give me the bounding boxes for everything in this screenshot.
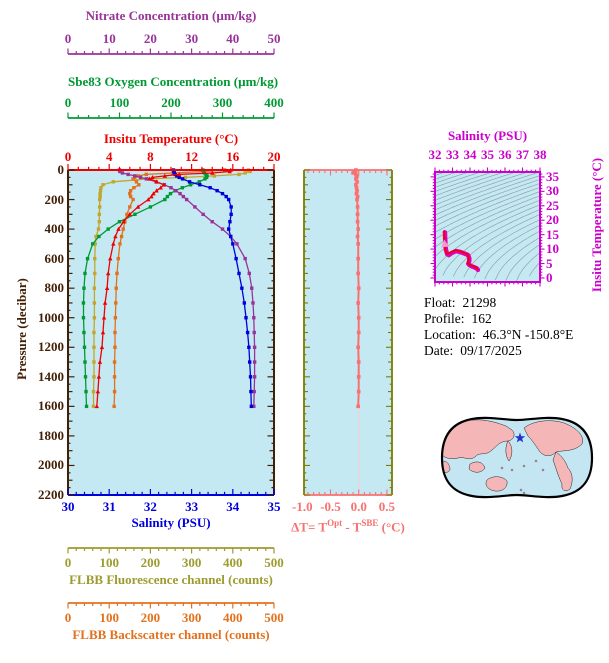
salinity-axis-title: Salinity (PSU) — [131, 515, 211, 530]
float-id-row: Float: 21298 — [424, 295, 573, 311]
ts-salinity-axis-title: Salinity (PSU) — [447, 128, 528, 143]
tick-label: 2200 — [38, 487, 64, 502]
fluorescence-axis-title: FLBB Fluorescence channel (counts) — [69, 572, 273, 587]
pressure-axis-title: Pressure (decibar) — [14, 278, 29, 380]
tick-label: 12 — [185, 149, 199, 164]
tick-label: 200 — [44, 191, 65, 207]
tick-label: 30 — [61, 499, 75, 514]
tick-label: 200 — [140, 610, 161, 625]
tick-label: -1.0 — [292, 499, 313, 514]
tick-label: 36 — [498, 147, 512, 162]
date-value: 09/17/2025 — [460, 343, 522, 358]
tick-label: 30 — [546, 183, 559, 199]
tick-label: 400 — [44, 221, 65, 237]
tick-label: 2000 — [38, 457, 64, 473]
tick-label: 1000 — [38, 309, 64, 325]
tick-label: 0 — [57, 162, 65, 177]
tick-label: 50 — [267, 31, 281, 46]
location-row: Location: 46.3°N -150.8°E — [424, 327, 573, 343]
tick-label: 38 — [533, 147, 547, 162]
profile-number-row: Profile: 162 — [424, 311, 573, 327]
tick-label: 0 — [64, 31, 72, 46]
tick-label: 35 — [546, 168, 559, 184]
tick-label: 31 — [102, 499, 116, 514]
tick-label: 20 — [546, 212, 559, 228]
float-id-label: Float: — [424, 295, 456, 310]
tick-label: 400 — [223, 610, 243, 625]
tick-label: 40 — [226, 31, 240, 46]
tick-label: 16 — [226, 149, 240, 164]
tick-label: 10 — [546, 241, 559, 257]
tick-label: 25 — [546, 197, 559, 213]
tick-label: 33 — [446, 147, 459, 162]
tick-label: 35 — [481, 147, 494, 162]
delta-t-title-text: ΔT= T — [291, 519, 328, 535]
tick-label: 5 — [546, 255, 553, 271]
tick-label: 0 — [64, 95, 72, 110]
tick-label: 600 — [44, 250, 65, 266]
tick-label: 20 — [143, 31, 157, 46]
oxygen-axis-title: Sbe83 Oxygen Concentration (µm/kg) — [68, 74, 279, 89]
float-id-value: 21298 — [462, 295, 497, 310]
backscatter-axis-title: FLBB Backscatter channel (counts) — [72, 627, 270, 642]
tick-label: 4 — [105, 149, 113, 164]
tick-label: 300 — [181, 555, 202, 570]
tick-label: 8 — [147, 149, 154, 164]
tick-label: 0 — [546, 269, 553, 285]
tick-label: 800 — [44, 280, 65, 296]
tick-label: 0 — [64, 555, 72, 570]
tick-label: -0.5 — [320, 499, 341, 514]
date-row: Date: 09/17/2025 — [424, 343, 573, 359]
tick-label: 37 — [516, 147, 529, 162]
tick-label: 0 — [64, 610, 72, 625]
tick-label: 200 — [140, 555, 161, 570]
tick-label: 1200 — [38, 339, 64, 355]
delta-t-title-text2: - T — [342, 519, 362, 535]
tick-label: 300 — [212, 95, 233, 110]
delta-t-title-units: (°C) — [378, 519, 405, 535]
tick-label: 100 — [109, 95, 130, 110]
tick-label: 32 — [428, 147, 442, 162]
tick-label: 10 — [102, 31, 116, 46]
tick-label: 34 — [226, 499, 240, 514]
tick-label: 400 — [223, 555, 243, 570]
tick-label: 32 — [143, 499, 157, 514]
tick-label: 0.5 — [378, 499, 396, 514]
tick-label: 400 — [264, 95, 284, 110]
tick-label: 1600 — [38, 398, 64, 414]
tick-label: 20 — [267, 149, 281, 164]
tick-label: 500 — [264, 555, 284, 570]
profile-number-value: 162 — [471, 311, 492, 326]
profile-number-label: Profile: — [424, 311, 465, 326]
location-value: 46.3°N -150.8°E — [482, 327, 574, 342]
tick-label: 35 — [267, 499, 281, 514]
tick-label: 30 — [185, 31, 199, 46]
delta-t-axis-title: ΔT= TOpt - TSBE (°C) — [278, 516, 418, 534]
tick-label: 200 — [161, 95, 181, 110]
tick-label: 34 — [463, 147, 477, 162]
temperature-axis-title: Insitu Temperature (°C) — [103, 131, 239, 146]
tick-label: 300 — [181, 610, 202, 625]
delta-t-title-sup-opt: Opt — [327, 518, 343, 528]
location-label: Location: — [424, 327, 476, 342]
tick-label: 15 — [546, 226, 559, 242]
delta-t-title-sup-sbe: SBE — [361, 518, 379, 528]
tick-label: 100 — [99, 610, 119, 625]
tick-label: 33 — [185, 499, 199, 514]
tick-label: 1800 — [38, 427, 64, 443]
tick-label: 0.0 — [350, 499, 367, 514]
tick-label: 0 — [64, 149, 72, 164]
nitrate-axis-title: Nitrate Concentration (µm/kg) — [85, 8, 257, 23]
ts-temperature-axis-title: Insitu Temperature (°C) — [589, 157, 604, 293]
tick-label: 500 — [264, 610, 284, 625]
float-info-block: Float: 21298 Profile: 162 Location: 46.3°N … — [424, 295, 573, 359]
tick-label: 100 — [99, 555, 119, 570]
date-label: Date: — [424, 343, 454, 358]
tick-label: 1400 — [38, 368, 64, 384]
